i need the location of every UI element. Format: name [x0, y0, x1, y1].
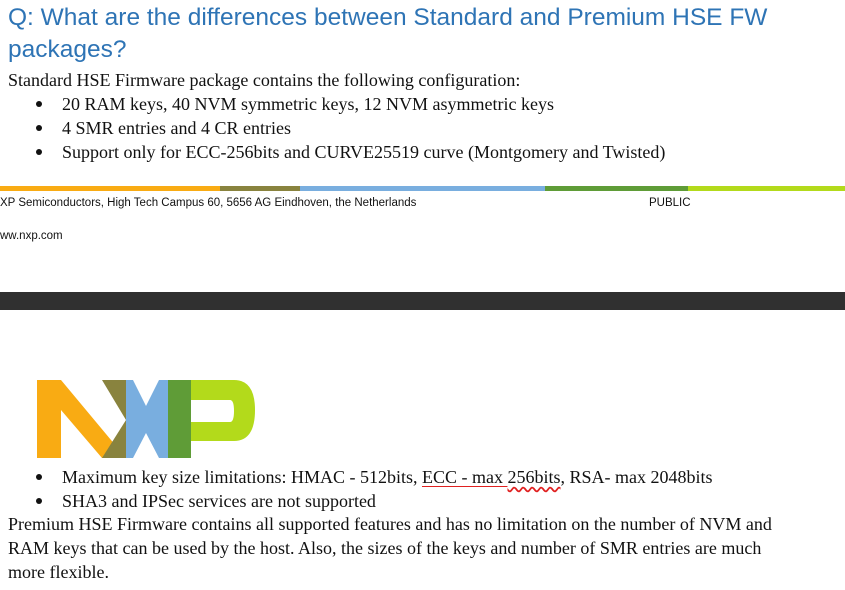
bullet-item: Support only for ECC-256bits and CURVE25… — [36, 142, 665, 163]
bullet-item: 20 RAM keys, 40 NVM symmetric keys, 12 N… — [36, 94, 554, 115]
footer-stripe-orange — [0, 186, 220, 191]
bullet-icon — [36, 497, 42, 504]
footer-stripe-olive — [220, 186, 300, 191]
bullet-item: SHA3 and IPSec services are not supporte… — [36, 491, 376, 512]
bullet-icon — [36, 148, 42, 155]
footer-classification: PUBLIC — [649, 197, 691, 209]
question-title-line1: Q: What are the differences between Stan… — [8, 4, 768, 31]
footer-stripe-blue — [300, 186, 545, 191]
logo-x-blue — [126, 380, 168, 458]
bullet-icon — [36, 124, 42, 131]
footer-stripe-lime — [688, 186, 845, 191]
bullet-icon — [36, 100, 42, 107]
footer-website: ww.nxp.com — [0, 230, 63, 242]
spellcheck-underlined-text: ECC - max — [421, 467, 508, 487]
logo-n-orange — [37, 380, 126, 458]
bullet-item: 4 SMR entries and 4 CR entries — [36, 118, 291, 139]
question-title-line2: packages? — [8, 36, 127, 63]
bullet-item: Maximum key size limitations: HMAC - 512… — [36, 467, 713, 488]
premium-paragraph-line: RAM keys that can be used by the host. A… — [8, 538, 762, 558]
premium-paragraph-line: more flexible. — [8, 562, 109, 582]
logo-green — [168, 380, 191, 458]
bullet-icon — [36, 473, 42, 480]
spellcheck-underlined-text: 256bits — [507, 467, 561, 487]
logo-olive-bottom — [102, 420, 126, 458]
footer-stripe-green — [545, 186, 688, 191]
standard-intro: Standard HSE Firmware package contains t… — [8, 70, 521, 90]
logo-olive-top — [102, 380, 126, 420]
premium-paragraph-line: Premium HSE Firmware contains all suppor… — [8, 514, 772, 534]
footer-address: XP Semiconductors, High Tech Campus 60, … — [0, 197, 417, 209]
logo-p-lime — [191, 380, 255, 441]
page-separator-bar — [0, 292, 845, 310]
